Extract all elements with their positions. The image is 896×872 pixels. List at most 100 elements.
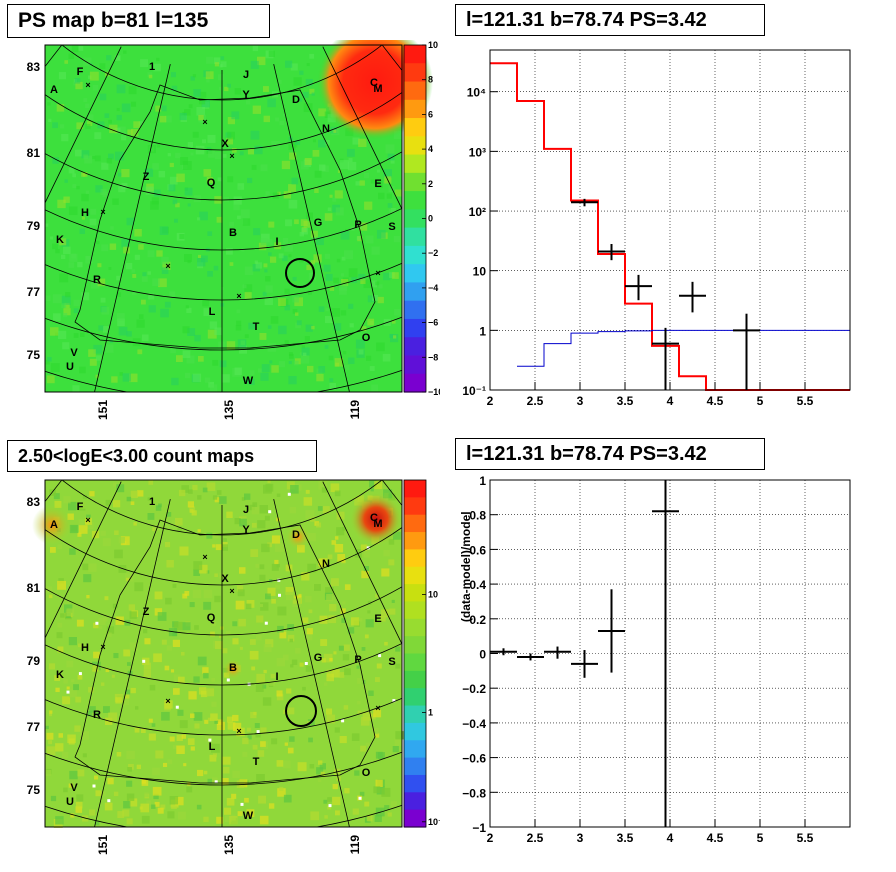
noise-cell <box>187 142 193 148</box>
noise-cell <box>108 712 118 722</box>
noise-cell <box>359 791 365 797</box>
noise-cell <box>156 144 161 148</box>
noise-cell <box>374 814 382 822</box>
noise-cell <box>129 642 138 651</box>
noise-cell <box>277 625 284 633</box>
noise-cell <box>74 78 81 84</box>
noise-cell <box>62 342 70 350</box>
noise-cell <box>161 267 169 274</box>
noise-cell <box>193 561 203 571</box>
noise-cell <box>94 775 99 780</box>
noise-cell <box>266 239 273 245</box>
noise-cell <box>231 793 237 799</box>
noise-cell <box>69 548 76 555</box>
noise-cell <box>198 114 204 121</box>
noise-cell <box>206 482 216 491</box>
noise-cell <box>214 152 222 160</box>
noise-cell <box>156 57 160 62</box>
noise-cell <box>339 736 347 744</box>
noise-cell <box>45 586 53 594</box>
noise-cell <box>52 243 58 250</box>
source-label-I: I <box>275 671 278 683</box>
noise-cell <box>129 611 137 619</box>
noise-cell <box>56 104 65 112</box>
noise-cell <box>366 355 372 361</box>
source-marker: × <box>100 642 105 652</box>
noise-cell <box>181 734 186 739</box>
noise-cell <box>264 621 268 625</box>
noise-cell <box>292 295 299 303</box>
noise-cell <box>383 169 392 178</box>
noise-cell <box>66 690 70 694</box>
noise-cell <box>250 60 259 69</box>
noise-cell <box>208 738 212 742</box>
noise-cell <box>46 375 55 384</box>
noise-cell <box>77 532 82 537</box>
noise-cell <box>143 670 151 678</box>
noise-cell <box>289 152 297 160</box>
noise-cell <box>244 284 253 293</box>
ps-map-frame <box>44 44 403 393</box>
noise-cell <box>80 332 85 337</box>
noise-cell <box>126 331 132 337</box>
noise-cell <box>278 325 287 335</box>
noise-cell <box>157 807 164 814</box>
y-tick-label: −1 <box>472 821 486 835</box>
noise-cell <box>333 129 337 133</box>
noise-cell <box>274 242 282 250</box>
noise-cell <box>276 690 283 697</box>
noise-cell <box>258 242 267 251</box>
noise-cell <box>347 627 355 634</box>
noise-cell <box>152 163 159 170</box>
noise-cell <box>248 322 256 330</box>
noise-cell <box>247 177 253 184</box>
noise-cell <box>81 193 89 202</box>
noise-cell <box>300 161 309 170</box>
noise-cell <box>148 733 156 741</box>
noise-cell <box>143 662 151 670</box>
noise-cell <box>77 674 83 680</box>
source-label-O: O <box>362 767 371 779</box>
noise-cell <box>181 652 185 656</box>
noise-cell <box>88 563 97 572</box>
noise-cell <box>244 266 254 275</box>
noise-cell <box>154 608 163 616</box>
noise-cell <box>384 805 390 811</box>
noise-cell <box>175 202 180 208</box>
noise-cell <box>235 325 242 331</box>
noise-cell <box>323 682 328 686</box>
noise-cell <box>344 364 350 371</box>
noise-cell <box>226 798 235 806</box>
noise-cell <box>218 496 227 504</box>
noise-cell <box>62 751 69 759</box>
meridian-line <box>322 481 402 645</box>
noise-cell <box>255 262 262 269</box>
noise-cell <box>294 219 299 225</box>
noise-cell <box>331 578 339 587</box>
noise-cell <box>387 153 395 161</box>
noise-cell <box>193 89 202 97</box>
noise-cell <box>307 365 314 373</box>
noise-cell <box>130 501 135 505</box>
noise-cell <box>285 564 293 572</box>
noise-cell <box>169 796 179 805</box>
noise-cell <box>395 731 404 740</box>
noise-cell <box>93 651 100 659</box>
noise-cell <box>216 816 224 824</box>
noise-cell <box>324 653 333 663</box>
noise-cell <box>284 288 290 294</box>
noise-cell <box>214 780 218 784</box>
noise-cell <box>341 279 349 287</box>
noise-cell <box>179 720 188 729</box>
noise-cell <box>124 693 130 699</box>
noise-cell <box>214 497 220 503</box>
source-label-S: S <box>388 656 395 668</box>
noise-cell <box>153 189 161 197</box>
noise-cell <box>337 554 345 562</box>
noise-cell <box>121 135 127 141</box>
noise-cell <box>173 688 180 695</box>
noise-cell <box>267 325 272 329</box>
noise-cell <box>128 86 137 95</box>
noise-cell <box>75 696 82 703</box>
noise-cell <box>116 484 125 493</box>
